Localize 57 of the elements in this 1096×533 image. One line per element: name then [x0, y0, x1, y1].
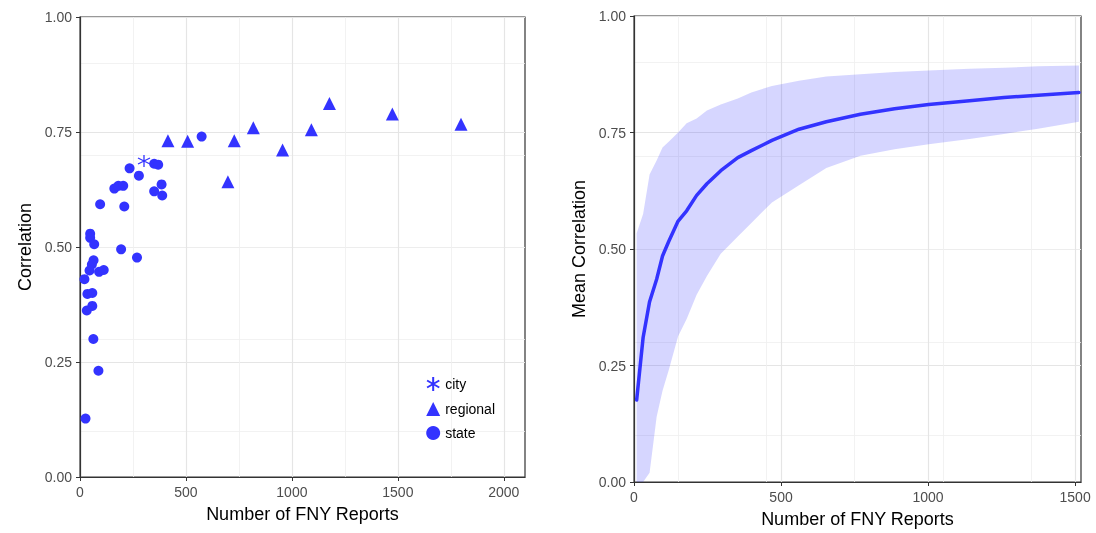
- point: [227, 134, 241, 148]
- point: [304, 123, 318, 137]
- point: [132, 252, 142, 263]
- y-tick-label: 0.00: [44, 469, 73, 485]
- point: [81, 305, 92, 316]
- y-tick-label: 0.75: [44, 124, 73, 140]
- x-tick-label: 2000: [488, 484, 520, 500]
- point: [79, 274, 90, 285]
- point: [153, 159, 164, 170]
- line-series: [634, 90, 1081, 402]
- point: [88, 334, 99, 344]
- legend-label: regional: [445, 401, 496, 417]
- point: [84, 265, 95, 276]
- point: [196, 131, 207, 142]
- y-tick-label: 1.00: [44, 9, 73, 25]
- point: [89, 239, 100, 250]
- point: [246, 121, 260, 135]
- point: [161, 134, 175, 148]
- x-tick-label: 1000: [912, 489, 944, 505]
- y-tick-label: 0.75: [598, 124, 627, 141]
- y-tick-label: 1.00: [598, 8, 627, 24]
- point: [385, 107, 399, 121]
- point: [454, 117, 468, 131]
- x-axis-title: Number of FNY Reports: [206, 504, 399, 524]
- point: [221, 175, 235, 189]
- y-tick-label: 0.25: [598, 357, 627, 374]
- point: [133, 170, 144, 181]
- y-tick-label: 0.50: [44, 239, 73, 255]
- x-tick-label: 1000: [276, 484, 308, 500]
- y-axis-title: Correlation: [14, 202, 35, 292]
- point: [93, 365, 104, 376]
- x-tick-label: 0: [76, 484, 85, 500]
- point: [156, 179, 167, 190]
- point: [137, 154, 151, 168]
- point: [95, 199, 106, 210]
- x-tick-label: 500: [174, 484, 198, 500]
- point: [157, 190, 168, 201]
- point: [124, 163, 135, 174]
- x-tick-label: 1500: [382, 484, 414, 500]
- legend-label: state: [445, 425, 476, 441]
- x-tick-label: 500: [769, 489, 793, 505]
- point: [181, 134, 195, 148]
- y-axis-title: Mean Correlation: [568, 179, 589, 319]
- point: [119, 201, 130, 212]
- point: [149, 186, 160, 197]
- x-axis-title: Number of FNY Reports: [761, 509, 954, 529]
- legend-label: city: [445, 376, 467, 392]
- point: [80, 413, 91, 424]
- point: [276, 143, 290, 157]
- x-tick-label: 0: [630, 489, 639, 505]
- point: [87, 288, 98, 298]
- y-tick-label: 0.50: [598, 241, 627, 257]
- y-tick-label: 0.25: [44, 354, 73, 370]
- point: [322, 96, 336, 110]
- point: [116, 244, 127, 255]
- x-tick-label: 1500: [1059, 489, 1091, 505]
- y-tick-label: 0.00: [598, 474, 627, 490]
